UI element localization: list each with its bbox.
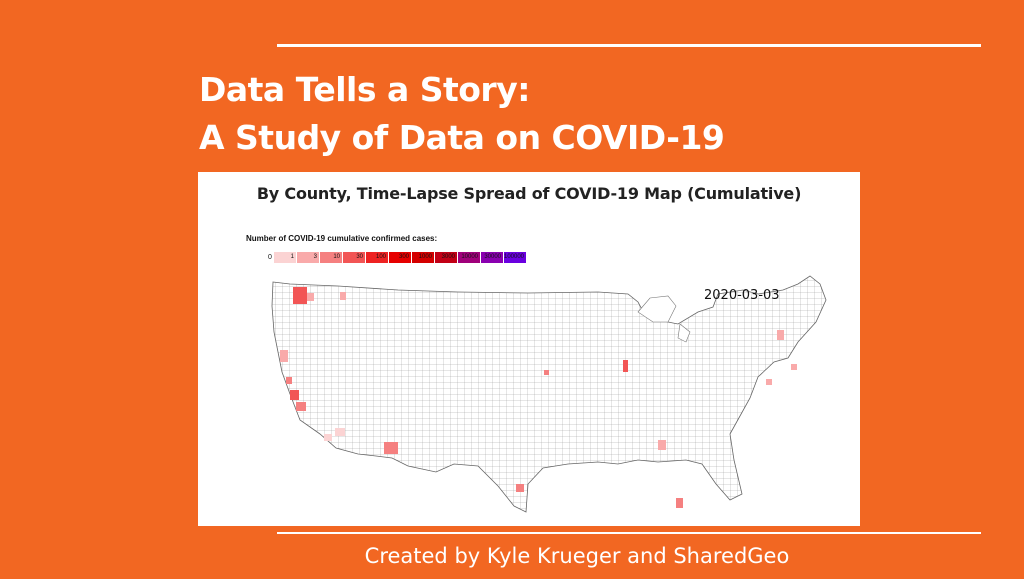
great-lakes-shape — [637, 295, 691, 343]
legend-swatch: 300 — [389, 252, 412, 263]
legend-caption: Number of COVID-19 cumulative confirmed … — [246, 234, 438, 243]
legend-swatch: 10000 — [458, 252, 481, 263]
hotspot-snohomish — [307, 293, 314, 301]
hotspot-texas — [516, 484, 524, 492]
legend-zero-label: 0 — [268, 254, 272, 261]
legend-swatch: 30000 — [481, 252, 504, 263]
hotspot-georgia — [658, 440, 666, 450]
hotspot-norcal-2 — [290, 390, 299, 400]
hotspot-newyork — [766, 379, 772, 385]
legend-swatch: 30 — [343, 252, 366, 263]
hotspot-nebraska — [544, 370, 549, 375]
legend-swatch: 10 — [320, 252, 343, 263]
hotspot-socal-1 — [335, 428, 345, 436]
hotspot-norcal-3 — [296, 402, 306, 411]
hotspot-socal-2 — [324, 434, 332, 441]
legend-swatch: 1 — [274, 252, 297, 263]
map-title: By County, Time-Lapse Spread of COVID-19… — [256, 184, 802, 203]
hotspot-norcal-1 — [286, 377, 292, 384]
hotspot-king-county — [293, 287, 307, 304]
top-divider — [277, 44, 981, 47]
map-date: 2020-03-03 — [704, 288, 780, 303]
hotspot-newhampshire — [777, 330, 784, 340]
us-county-map — [271, 275, 827, 513]
legend-swatch: 3000 — [435, 252, 458, 263]
hotspot-arizona — [384, 442, 398, 454]
legend-swatch: 100 — [366, 252, 389, 263]
us-mainland-shape — [271, 275, 827, 513]
slide-title-line2: A Study of Data on COVID-19 — [199, 118, 725, 157]
color-legend: 1 3 10 30 100 300 1000 3000 10000 30000 100000 — [274, 252, 527, 263]
slide-title-line1: Data Tells a Story: — [199, 70, 530, 109]
hotspot-oregon — [280, 350, 288, 362]
legend-swatch: 1000 — [412, 252, 435, 263]
hotspot-illinois — [623, 360, 628, 372]
legend-swatch: 100000 — [504, 252, 527, 263]
bottom-divider — [277, 532, 981, 534]
hotspot-massachusetts — [791, 364, 797, 370]
hotspot-spokane — [340, 292, 346, 300]
footer-credit: Created by Kyle Krueger and SharedGeo — [364, 544, 790, 568]
map-image: By County, Time-Lapse Spread of COVID-19… — [198, 172, 860, 526]
legend-swatch: 3 — [297, 252, 320, 263]
hotspot-florida — [676, 498, 683, 508]
